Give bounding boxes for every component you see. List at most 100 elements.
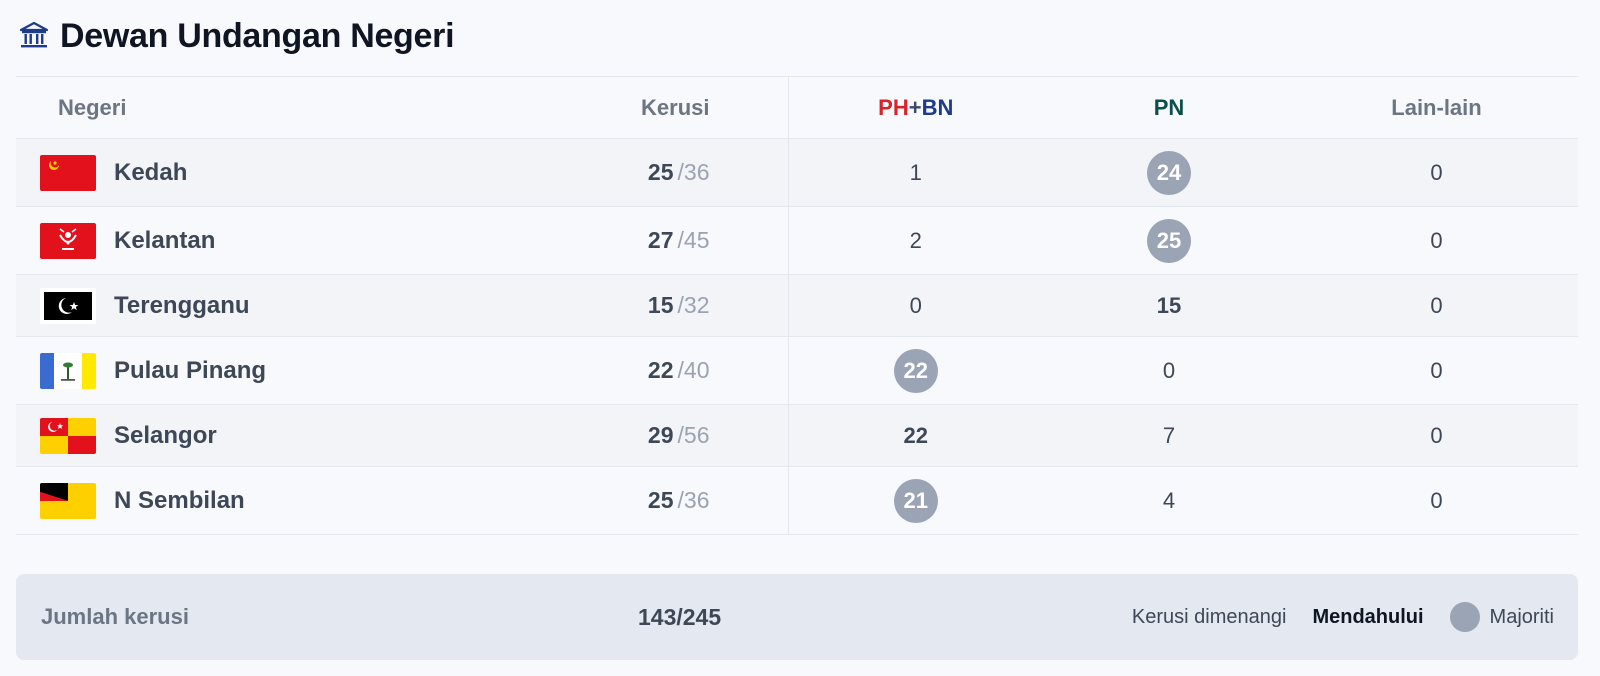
page-title: Dewan Undangan Negeri [60, 16, 455, 55]
majority-badge: 24 [1147, 150, 1191, 195]
page-header: Dewan Undangan Negeri [18, 12, 455, 60]
pn-seats: 24 [1043, 138, 1295, 207]
phbn-value: 1 [909, 159, 922, 185]
phbn-seats: 22 [788, 404, 1043, 467]
majority-badge: 22 [893, 348, 938, 393]
state-name: N Sembilan [114, 486, 245, 514]
lain-value: 0 [1430, 357, 1443, 383]
pulau-pinang-flag-icon [40, 352, 96, 389]
seats-cell: 25/36 [606, 466, 789, 535]
state-cell: N Sembilan [16, 466, 606, 535]
phbn-seats: 21 [788, 466, 1043, 535]
lain-value: 0 [1430, 159, 1443, 185]
state-cell: Kelantan [16, 206, 606, 275]
state-name: Terengganu [114, 291, 250, 319]
table-row[interactable]: Kelantan 27/45 2 25 0 [16, 206, 1578, 275]
table-row[interactable]: N Sembilan 25/36 21 4 0 [16, 466, 1578, 535]
state-cell: Selangor [16, 404, 606, 467]
seats-cell: 15/32 [606, 274, 789, 337]
seats-total: /56 [677, 422, 710, 448]
lain-seats: 0 [1295, 206, 1578, 275]
seats-won: 27 [647, 227, 674, 253]
lain-value: 0 [1430, 487, 1443, 513]
bn-label: BN [921, 94, 954, 120]
negeri-sembilan-flag-icon [40, 482, 96, 519]
state-name: Pulau Pinang [114, 356, 267, 384]
pn-seats: 25 [1043, 206, 1295, 275]
column-header-pn: PN [1043, 76, 1295, 139]
table-row[interactable]: Selangor 29/56 22 7 0 [16, 404, 1578, 467]
pn-value: 0 [1162, 357, 1176, 383]
seats-cell: 29/56 [606, 404, 789, 467]
seats-cell: 27/45 [606, 206, 789, 275]
lain-value: 0 [1430, 422, 1443, 448]
pn-value: 7 [1162, 422, 1176, 448]
phbn-value: 0 [909, 292, 922, 318]
leading-value: 15 [1156, 292, 1182, 318]
leading-value: 22 [903, 422, 928, 448]
kedah-flag-icon [40, 154, 96, 191]
legend-leading: Mendahului [1312, 605, 1424, 628]
lain-seats: 0 [1295, 138, 1578, 207]
plus-label: + [908, 94, 922, 120]
seats-won: 22 [647, 357, 674, 383]
phbn-value: 2 [909, 227, 922, 253]
phbn-seats: 1 [788, 138, 1043, 207]
seats-total: /32 [677, 292, 710, 318]
seats-won: 29 [647, 422, 674, 448]
legend: Kerusi dimenangi Mendahului Majoriti [1132, 602, 1554, 632]
column-header-kerusi: Kerusi [606, 76, 789, 139]
total-seats-label: Jumlah kerusi [41, 604, 189, 629]
seats-cell: 25/36 [606, 138, 789, 207]
state-cell: Pulau Pinang [16, 336, 606, 405]
column-header-ph-bn: PH+BN [788, 76, 1043, 139]
table-row[interactable]: Terengganu 15/32 0 15 0 [16, 274, 1578, 337]
ph-label: PH [878, 94, 909, 120]
lain-seats: 0 [1295, 466, 1578, 535]
state-cell: Kedah [16, 138, 606, 207]
results-table-container: Negeri Kerusi PH+BN PN Lain-lain Kedah 2… [16, 76, 1578, 535]
lain-seats: 0 [1295, 404, 1578, 467]
majority-dot-icon [1449, 602, 1480, 632]
seats-won: 25 [647, 159, 674, 185]
pn-label: PN [1153, 94, 1185, 120]
total-seats-value: 143/245 [638, 603, 722, 630]
government-building-icon [18, 20, 50, 52]
seats-cell: 22/40 [606, 336, 789, 405]
pn-seats: 7 [1043, 404, 1295, 467]
seats-won: 25 [647, 487, 674, 513]
seats-total: /45 [677, 227, 710, 253]
phbn-seats: 22 [788, 336, 1043, 405]
seats-total: /40 [677, 357, 710, 383]
column-header-lain-lain: Lain-lain [1295, 76, 1578, 139]
phbn-seats: 0 [788, 274, 1043, 337]
legend-majority: Majoriti [1489, 605, 1554, 628]
column-header-negeri: Negeri [16, 76, 606, 139]
phbn-seats: 2 [788, 206, 1043, 275]
pn-seats: 4 [1043, 466, 1295, 535]
lain-seats: 0 [1295, 274, 1578, 337]
selangor-flag-icon [40, 417, 96, 454]
kelantan-flag-icon [40, 222, 96, 259]
lain-value: 0 [1430, 227, 1443, 253]
results-table: Negeri Kerusi PH+BN PN Lain-lain Kedah 2… [16, 76, 1578, 535]
table-row[interactable]: Kedah 25/36 1 24 0 [16, 138, 1578, 207]
majority-badge: 21 [893, 478, 938, 523]
state-name: Kedah [114, 158, 188, 186]
lain-seats: 0 [1295, 336, 1578, 405]
summary-footer: Jumlah kerusi 143/245 Kerusi dimenangi M… [16, 574, 1578, 660]
table-row[interactable]: Pulau Pinang 22/40 22 0 0 [16, 336, 1578, 405]
pn-seats: 0 [1043, 336, 1295, 405]
terengganu-flag-icon [40, 287, 96, 324]
lain-value: 0 [1430, 292, 1443, 318]
pn-seats: 15 [1043, 274, 1295, 337]
pn-value: 4 [1162, 487, 1176, 513]
seats-won: 15 [647, 292, 674, 318]
legend-seats-won: Kerusi dimenangi [1131, 605, 1287, 628]
state-name: Selangor [114, 421, 217, 449]
majority-badge: 25 [1147, 218, 1191, 263]
seats-total: /36 [677, 487, 710, 513]
seats-total: /36 [677, 159, 710, 185]
table-header-row: Negeri Kerusi PH+BN PN Lain-lain [16, 76, 1578, 139]
state-cell: Terengganu [16, 274, 606, 337]
